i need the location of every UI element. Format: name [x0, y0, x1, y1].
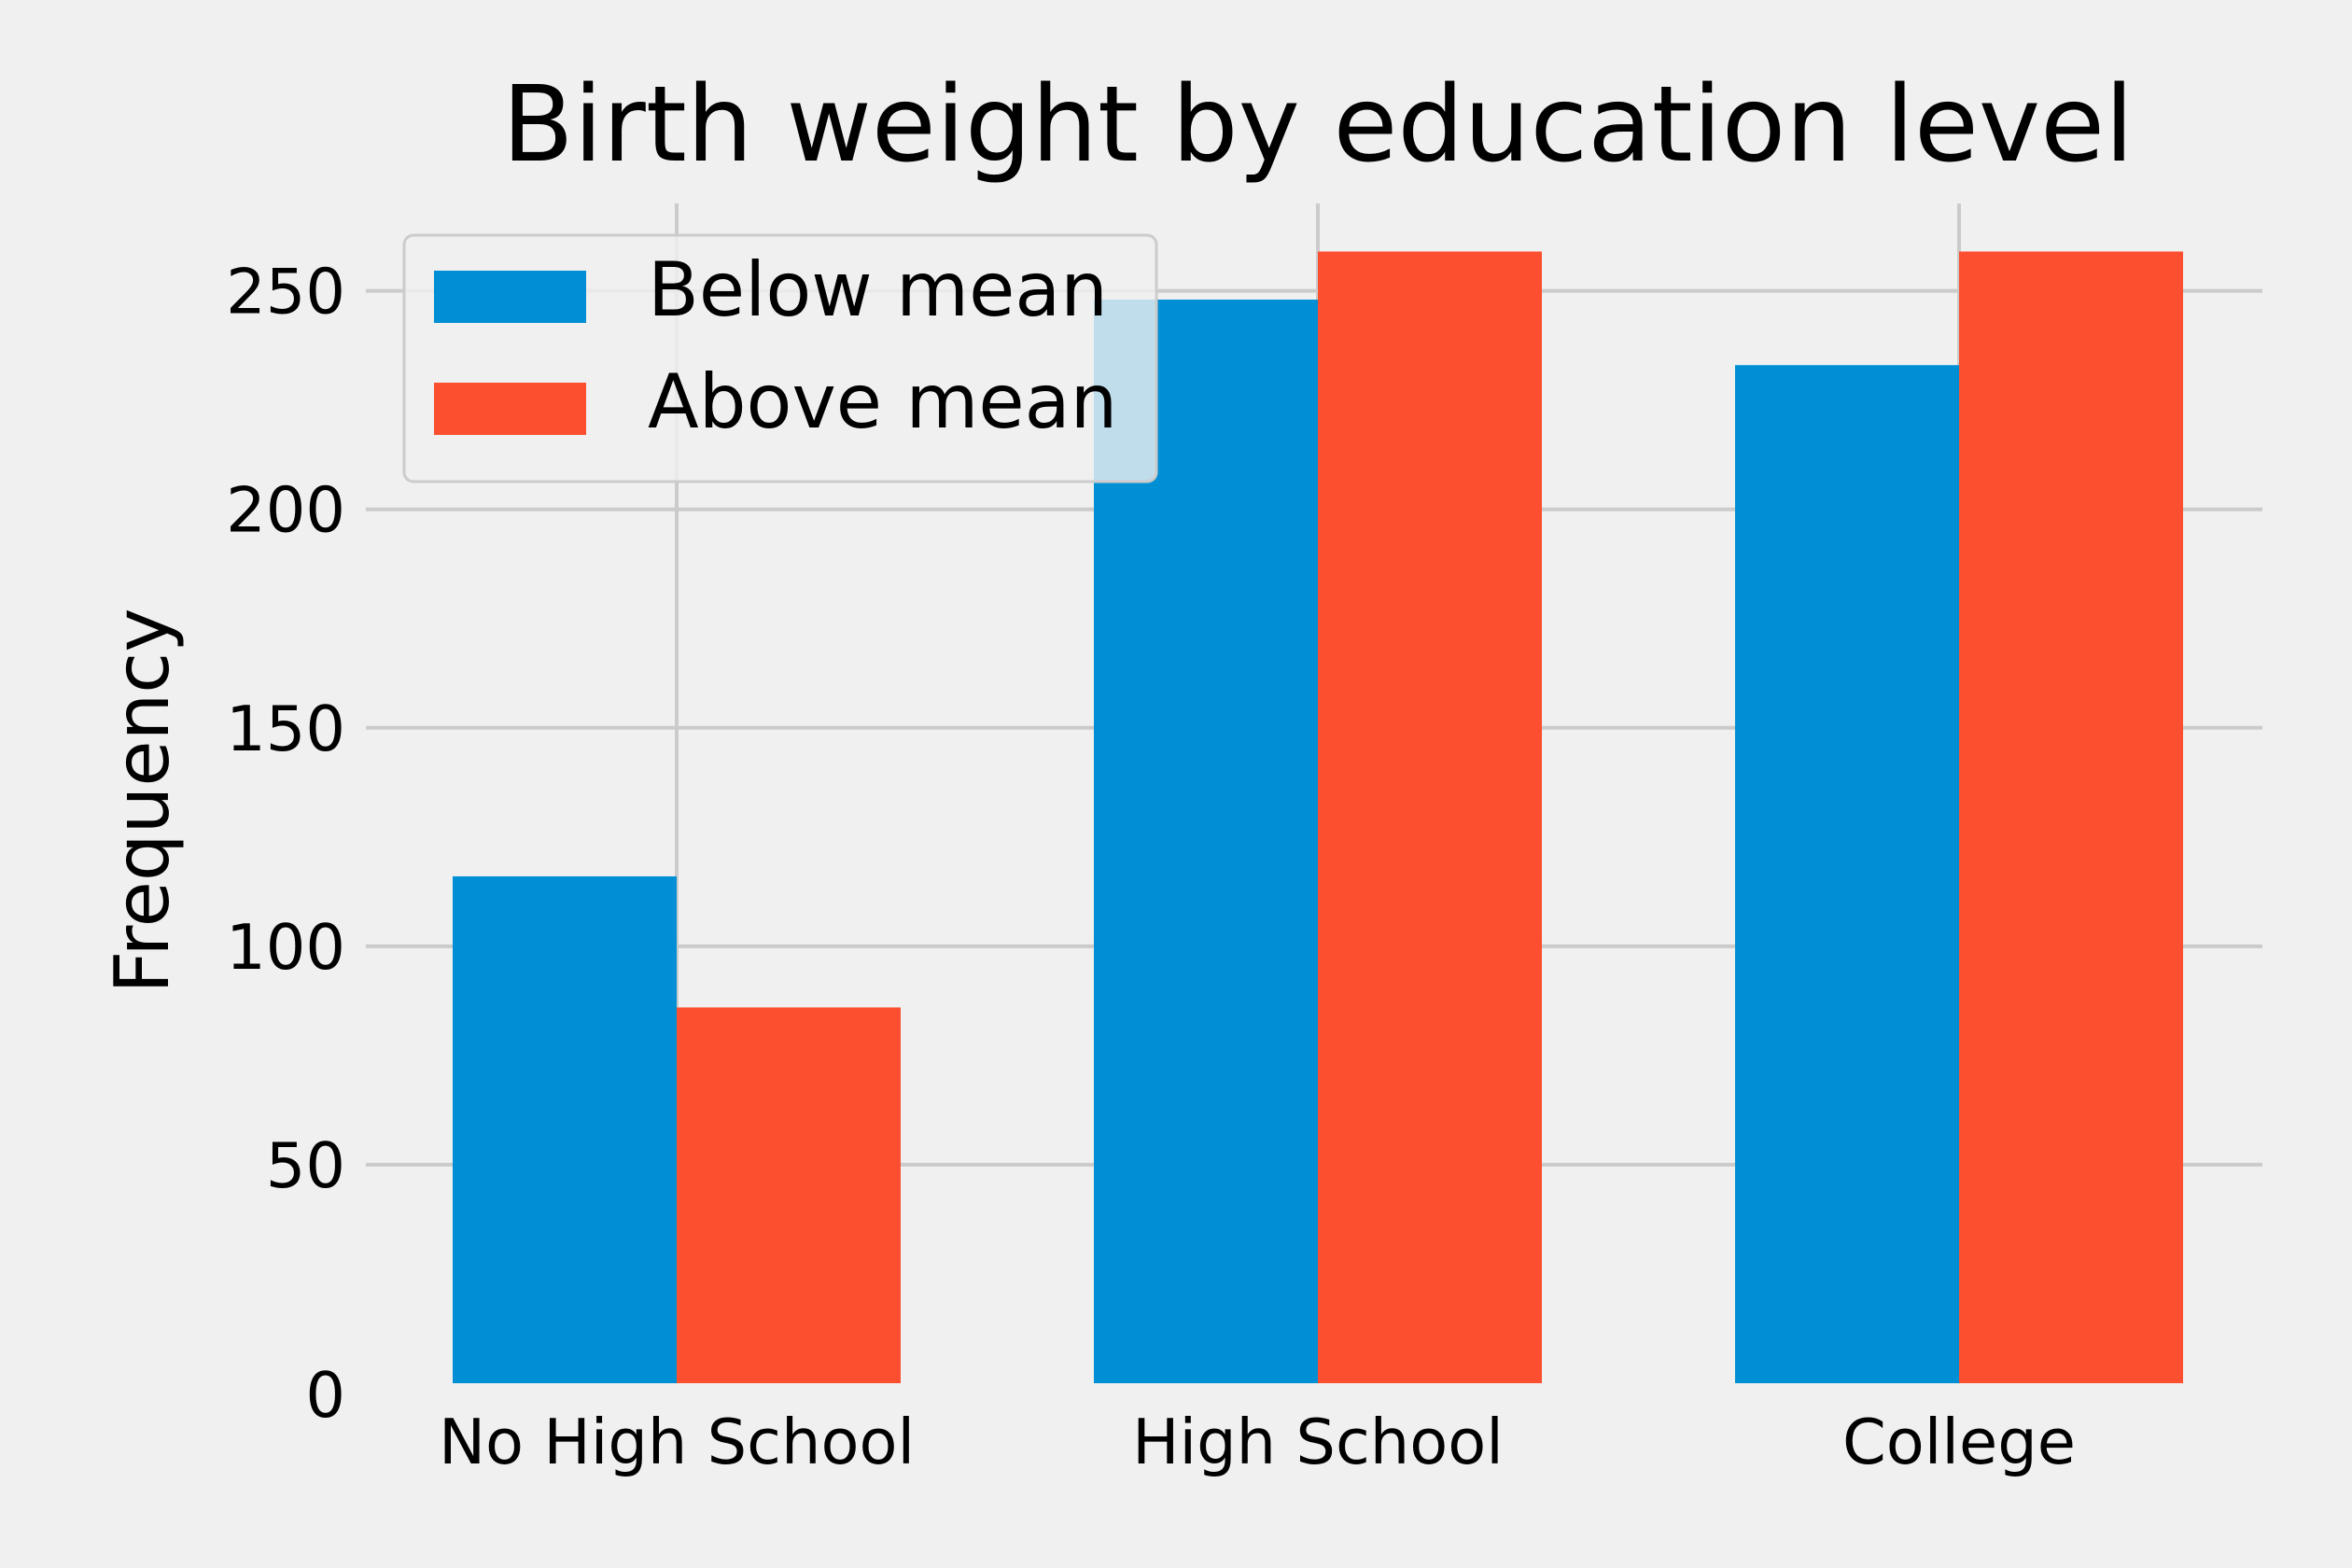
y-tick-label: 100 — [226, 911, 345, 984]
x-tick-label: High School — [1132, 1406, 1504, 1478]
legend-box — [402, 233, 1158, 483]
y-tick-label: 150 — [226, 693, 345, 765]
bar-above-mean — [1959, 251, 2183, 1383]
y-tick-label: 50 — [266, 1129, 345, 1202]
bar-below-mean — [1735, 365, 1959, 1383]
y-tick-labels: 0 50 100 150 200 250 — [226, 256, 345, 1432]
bar-below-mean — [453, 875, 677, 1383]
chart-title: Birth weight by education level — [502, 64, 2134, 186]
x-tick-label: No High School — [439, 1406, 915, 1478]
legend-label: Above mean — [648, 358, 1117, 445]
legend-label: Below mean — [648, 246, 1108, 333]
x-tick-labels: No High School High School College — [439, 1406, 2076, 1478]
x-tick-label: College — [1842, 1406, 2076, 1478]
bar-above-mean — [1318, 251, 1542, 1383]
legend-swatch — [434, 271, 586, 323]
y-tick-label: 0 — [305, 1359, 345, 1432]
bar-above-mean — [677, 1007, 901, 1383]
y-tick-label: 200 — [226, 474, 345, 547]
legend: Below mean Above mean — [402, 233, 1158, 483]
y-tick-label: 250 — [226, 256, 345, 329]
legend-swatch — [434, 383, 586, 435]
y-axis-label: Frequency — [99, 608, 186, 993]
